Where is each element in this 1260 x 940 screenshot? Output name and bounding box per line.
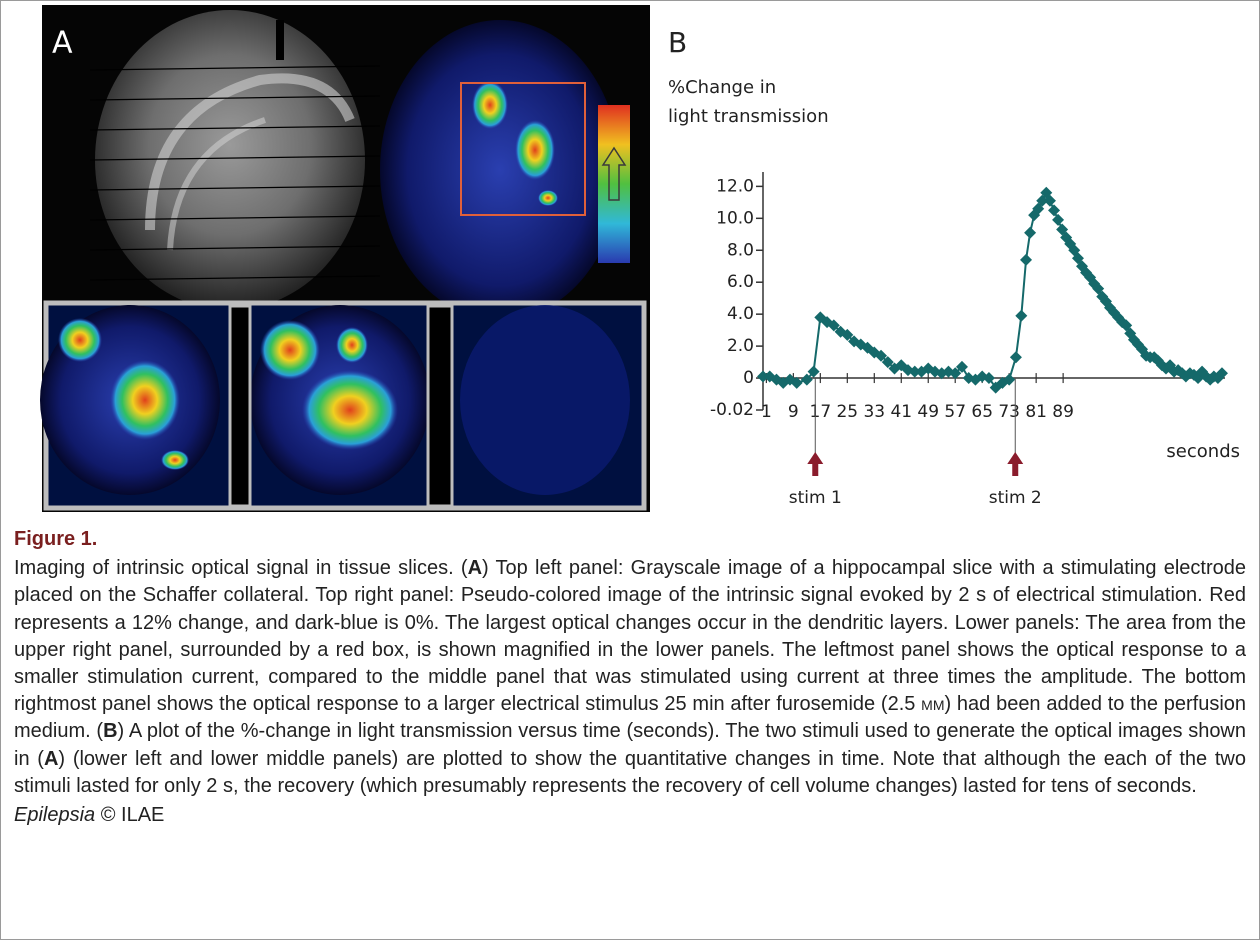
data-point: [1015, 310, 1027, 322]
figure: A B %Change in light transmission second…: [0, 0, 1260, 520]
x-tick-label: 1: [761, 402, 772, 422]
y-tick-label: 12.0: [716, 176, 754, 196]
data-point: [1010, 351, 1022, 363]
journal: Epilepsia: [14, 804, 95, 826]
electrode: [276, 20, 284, 60]
signal-spot: [472, 81, 508, 129]
x-tick-label: 65: [971, 402, 993, 422]
panel-b: B %Change in light transmission seconds …: [668, 26, 1240, 508]
y-tick-label: 6.0: [727, 272, 754, 292]
x-tick-label: 25: [836, 402, 858, 422]
data-point: [1020, 254, 1032, 266]
x-tick-label: 57: [944, 402, 966, 422]
panel-label: A: [52, 26, 73, 61]
caption-segment: A: [44, 748, 58, 770]
x-tick-label: 9: [788, 402, 799, 422]
y-tick-label: 10.0: [716, 208, 754, 228]
x-tick-label: 17: [810, 402, 832, 422]
y-tick-label: 4.0: [727, 304, 754, 324]
signal-spot: [161, 450, 189, 470]
x-tick-label: 73: [998, 402, 1020, 422]
signal-spot: [260, 320, 320, 380]
color-scale: [598, 105, 630, 263]
signal-spot: [515, 120, 555, 180]
signal-spot: [336, 327, 368, 363]
y-tick-label: -0.02: [710, 400, 754, 420]
caption-segment: mM: [921, 693, 944, 715]
page: A B %Change in light transmission second…: [0, 0, 1260, 940]
caption-title: Figure 1.: [14, 526, 1246, 553]
credit: Epilepsia © ILAE: [14, 802, 1246, 829]
signal-spot: [58, 318, 102, 362]
caption: Figure 1. Imaging of intrinsic optical s…: [14, 526, 1246, 829]
x-tick-label: 33: [863, 402, 885, 422]
x-tick-label: 49: [917, 402, 939, 422]
caption-segment: Imaging of intrinsic optical signal in t…: [14, 557, 468, 579]
y-tick-label: 2.0: [727, 336, 754, 356]
y-axis-label: light transmission: [668, 106, 829, 127]
signal-spot: [302, 370, 398, 450]
panel-a: A: [40, 5, 650, 512]
panel-divider: [230, 306, 250, 506]
panel-label: B: [668, 26, 687, 59]
x-tick-label: 89: [1052, 402, 1074, 422]
caption-segment: A: [468, 557, 482, 579]
caption-text: Imaging of intrinsic optical signal in t…: [14, 555, 1246, 800]
signal-spot: [538, 190, 558, 206]
x-tick-label: 41: [890, 402, 912, 422]
signal-spot: [110, 360, 180, 440]
stim-label: stim 1: [789, 488, 842, 508]
x-tick-label: 81: [1025, 402, 1047, 422]
caption-segment: ) Top left panel: Grayscale image of a h…: [14, 557, 1246, 715]
caption-segment: ) (lower left and lower middle panels) a…: [14, 748, 1246, 797]
lower-tissue: [460, 305, 630, 495]
stim-arrow: [807, 452, 823, 476]
y-tick-label: 0: [743, 368, 754, 388]
stim-label: stim 2: [989, 488, 1042, 508]
grayscale-slice: [95, 10, 365, 310]
stim-arrow: [1007, 452, 1023, 476]
panel-divider: [428, 306, 452, 506]
y-axis-label: %Change in: [668, 77, 776, 98]
rights: © ILAE: [101, 804, 165, 826]
x-axis-label: seconds: [1166, 441, 1240, 462]
y-tick-label: 8.0: [727, 240, 754, 260]
caption-segment: B: [103, 720, 117, 742]
data-point: [1024, 227, 1036, 239]
